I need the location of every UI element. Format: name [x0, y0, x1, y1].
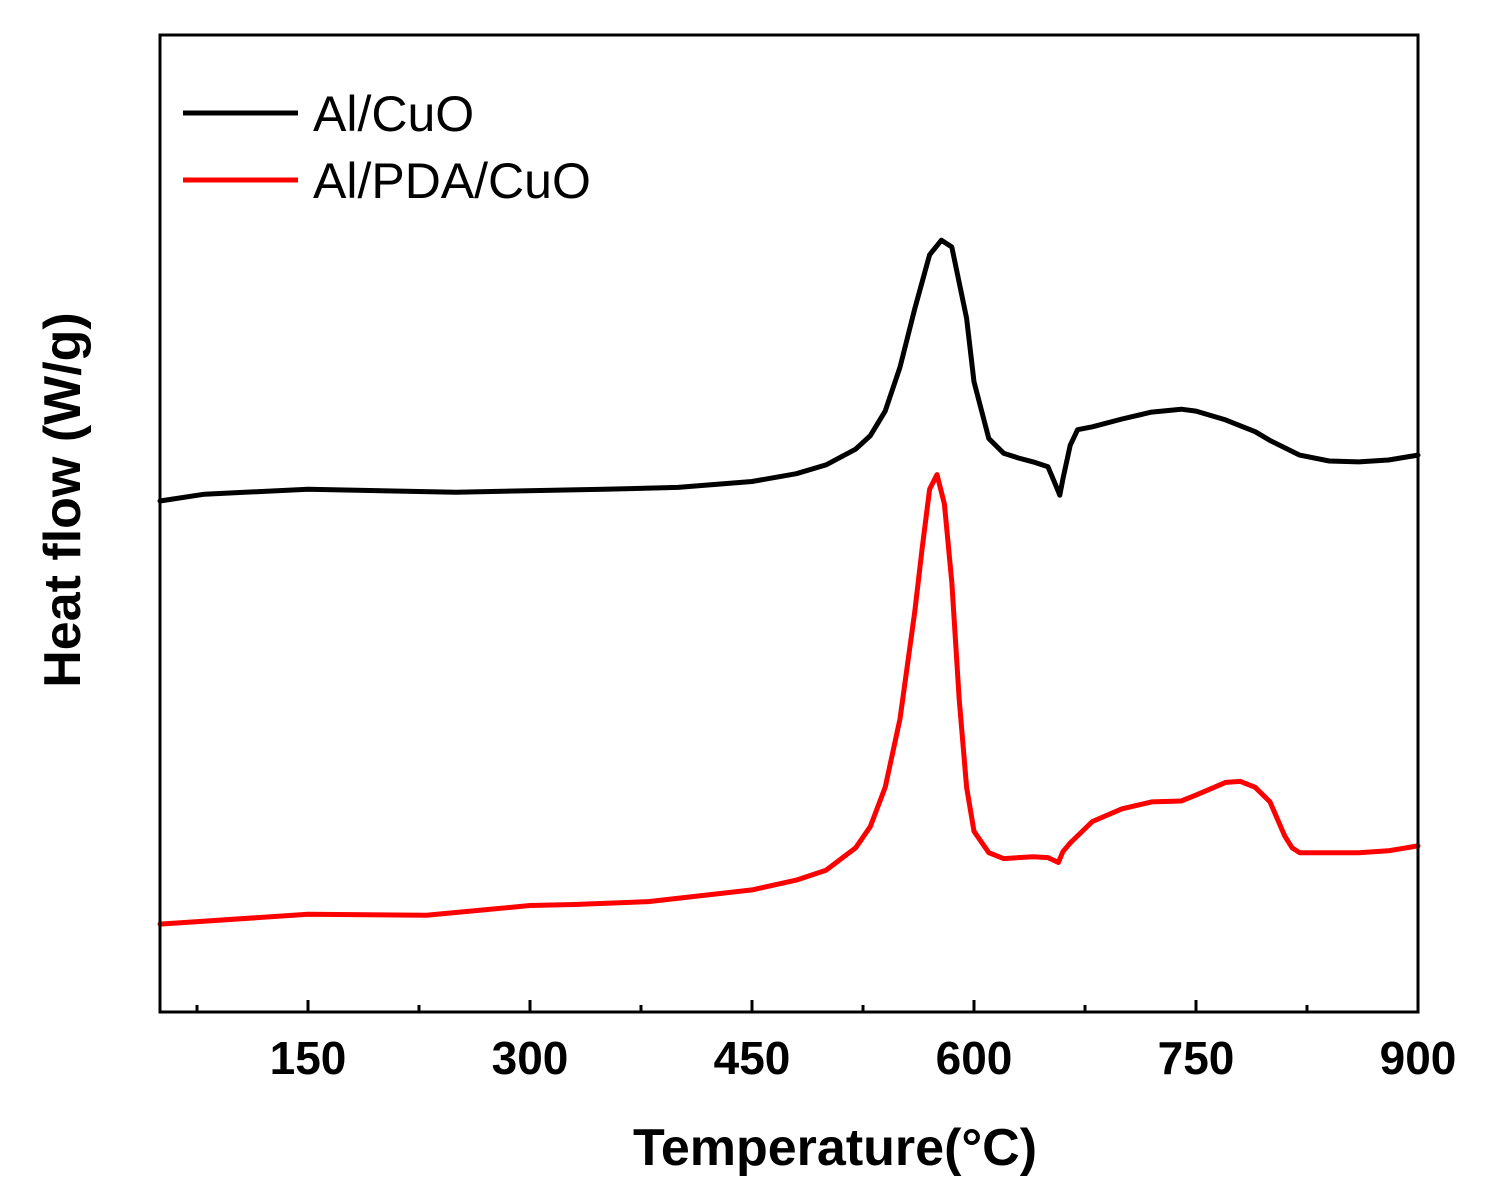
series-line-2: [157, 472, 1421, 927]
x-tick-label: 450: [714, 1032, 791, 1084]
x-axis-label: Temperature(°C): [633, 1119, 1037, 1177]
legend-label-2: Al/PDA/CuO: [313, 153, 591, 209]
axes: 150 300 450 600 750 900: [158, 33, 1457, 1084]
y-axis-label: Heat flow (W/g): [34, 312, 92, 688]
series-line-1: [157, 237, 1421, 504]
x-tick-label: 600: [936, 1032, 1013, 1084]
legend-label-1: Al/CuO: [313, 86, 474, 142]
x-tick-label: 150: [270, 1032, 347, 1084]
legend: Al/CuO Al/PDA/CuO: [183, 86, 591, 209]
x-tick-label: 300: [492, 1032, 569, 1084]
x-tick-label: 750: [1158, 1032, 1235, 1084]
plot-area: [157, 237, 1421, 927]
x-tick-label: 900: [1380, 1032, 1457, 1084]
plot-frame: [158, 33, 1420, 1014]
